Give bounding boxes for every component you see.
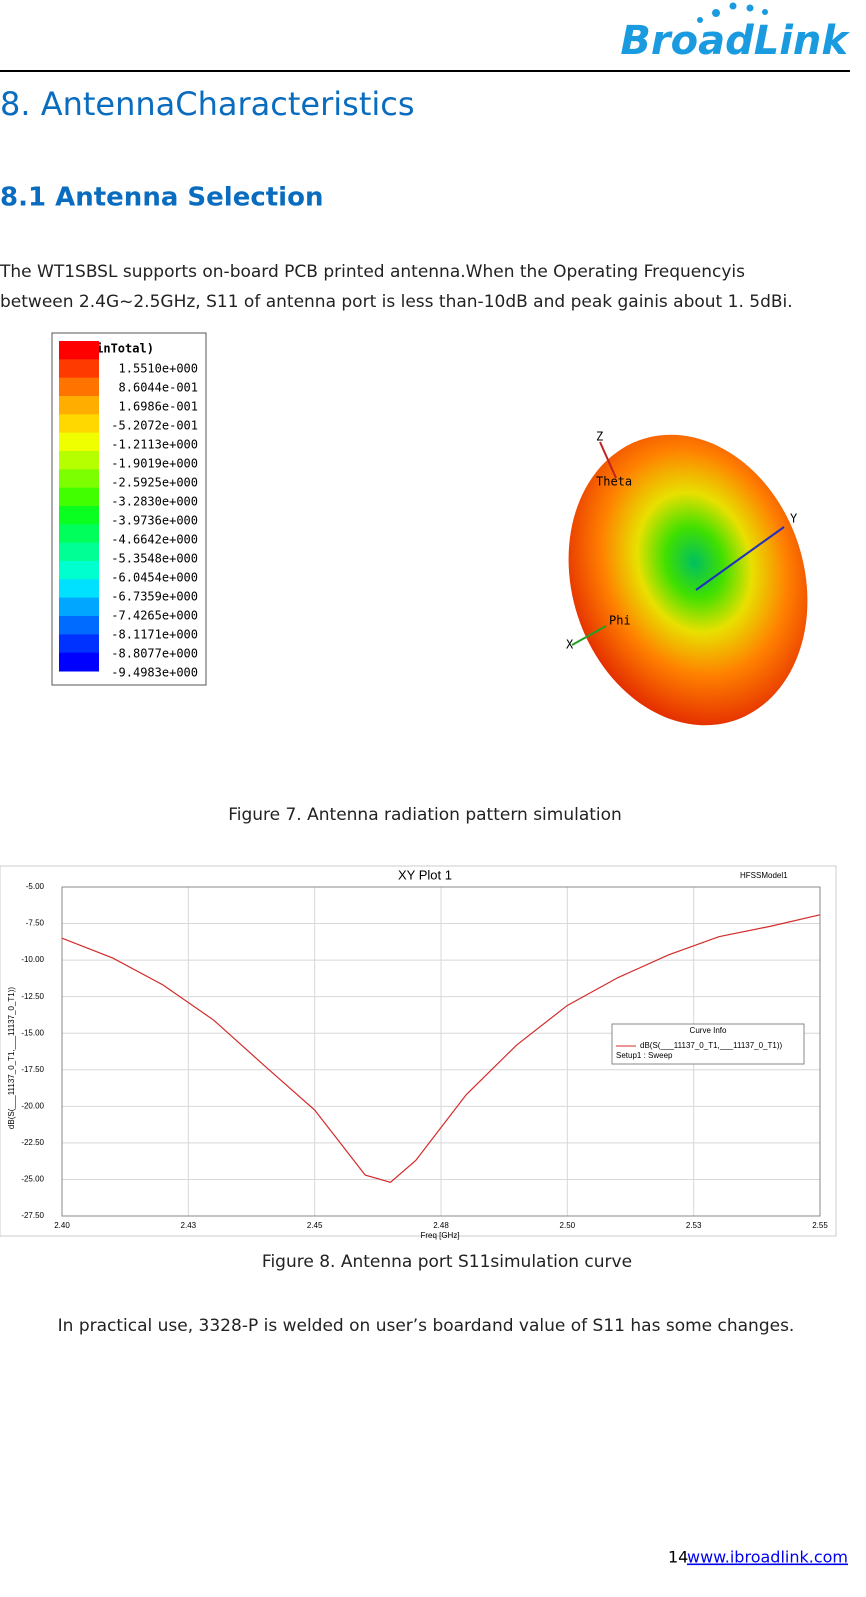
axis <box>599 441 617 479</box>
paragraph: In practical use, 3328-P is welded on us… <box>58 1316 795 1336</box>
axis-label: X <box>566 638 574 652</box>
legend-swatch <box>59 579 99 599</box>
y-tick-label: -12.50 <box>21 992 44 1001</box>
legend-swatch <box>59 597 99 617</box>
logo: BroadLink <box>620 2 850 64</box>
pattern-3d <box>568 434 808 726</box>
legend-label: -8.8077e+000 <box>111 647 198 661</box>
x-tick-label: 2.53 <box>686 1221 702 1230</box>
legend-swatch <box>59 359 99 379</box>
legend-label: -3.9736e+000 <box>111 514 198 528</box>
legend-label: -1.9019e+000 <box>111 457 198 471</box>
y-tick-label: -5.00 <box>26 882 45 891</box>
legend-note: Setup1 : Sweep <box>616 1051 673 1060</box>
x-tick-label: 2.45 <box>307 1221 323 1230</box>
x-tick-label: 2.48 <box>433 1221 449 1230</box>
legend-label: -5.3548e+000 <box>111 552 198 566</box>
legend-label: -7.4265e+000 <box>111 609 198 623</box>
s11-chart: XY Plot 1 HFSSModel1 Freq [GHz] dB(S(___… <box>0 865 837 1240</box>
paragraph: between 2.4G~2.5GHz, S11 of antenna port… <box>0 292 793 312</box>
caption: Figure 7. Antenna radiation pattern simu… <box>228 805 622 825</box>
legend-swatch <box>59 652 99 672</box>
legend-swatch <box>59 414 99 434</box>
legend-swatch <box>59 524 99 544</box>
axis <box>571 625 607 646</box>
y-tick-label: -7.50 <box>26 919 45 928</box>
legend-label: -5.2072e-001 <box>111 419 198 433</box>
legend-swatch <box>59 542 99 562</box>
axis-label: Z <box>596 430 603 444</box>
y-tick-label: -20.00 <box>21 1101 44 1110</box>
legend-swatch <box>59 432 99 452</box>
page-number: 14 <box>668 1548 688 1567</box>
legend-label: -6.7359e+000 <box>111 590 198 604</box>
axis-label: Theta <box>596 475 632 489</box>
radiation-figure: dB(GainTotal) Z Theta Y Phi X 1.5510e+00… <box>51 332 808 726</box>
chart-subtitle: HFSSModel1 <box>740 871 788 880</box>
legend-label: 1.6986e-001 <box>119 400 198 414</box>
legend-swatch <box>59 616 99 635</box>
legend-label: -8.1171e+000 <box>111 628 198 642</box>
series-line <box>61 914 821 1184</box>
legend-box <box>611 1023 805 1065</box>
legend-swatch <box>59 469 99 489</box>
legend-swatch <box>59 341 99 360</box>
legend-label: 1.5510e+000 <box>119 362 198 376</box>
x-tick-label: 2.55 <box>812 1221 828 1230</box>
legend-label: dB(S(___11137_0_T1,___11137_0_T1)) <box>640 1041 783 1050</box>
axis-label: Y <box>790 512 798 526</box>
legend-swatch <box>59 451 99 470</box>
footer-link[interactable]: www.ibroadlink.com <box>687 1548 848 1567</box>
legend-swatch <box>59 377 99 397</box>
y-tick-label: -15.00 <box>21 1028 44 1037</box>
x-tick-label: 2.50 <box>560 1221 576 1230</box>
y-tick-label: -17.50 <box>21 1065 44 1074</box>
legend-swatch <box>59 396 99 415</box>
logo-text: BroadLink <box>620 18 850 64</box>
x-tick-label: 2.40 <box>54 1221 70 1230</box>
legend-label: -4.6642e+000 <box>111 533 198 547</box>
paragraph: The WT1SBSL supports on-board PCB printe… <box>0 262 745 282</box>
plot-area <box>61 886 821 1217</box>
legend-label: -2.5925e+000 <box>111 476 198 490</box>
axis <box>695 526 785 591</box>
legend-label: -1.2113e+000 <box>111 438 198 452</box>
legend-label: -3.2830e+000 <box>111 495 198 509</box>
y-tick-label: -25.00 <box>21 1175 44 1184</box>
caption: Figure 8. Antenna port S11simulation cur… <box>262 1252 632 1272</box>
axis-label: Phi <box>609 614 631 628</box>
legend-label: 8.6044e-001 <box>119 381 198 395</box>
legend-title: Curve Info <box>690 1026 727 1035</box>
legend-swatch <box>59 561 99 580</box>
chart-title: XY Plot 1 <box>398 867 452 882</box>
legend-swatch <box>59 506 99 525</box>
legend-label: -9.4983e+000 <box>111 666 198 680</box>
x-tick-label: 2.43 <box>181 1221 197 1230</box>
legend-label: -6.0454e+000 <box>111 571 198 585</box>
section-title: 8. AntennaCharacteristics <box>0 85 415 123</box>
y-tick-label: -27.50 <box>21 1211 44 1220</box>
legend-swatch <box>59 487 99 507</box>
y-tick-label: -10.00 <box>21 955 44 964</box>
x-axis-label: Freq [GHz] <box>420 1231 459 1240</box>
legend-swatch <box>59 634 99 654</box>
y-tick-label: -22.50 <box>21 1138 44 1147</box>
subsection-title: 8.1 Antenna Selection <box>0 183 323 213</box>
y-axis-label: dB(S(___11137_0_T1,___11137_0_T1)) <box>7 987 16 1130</box>
